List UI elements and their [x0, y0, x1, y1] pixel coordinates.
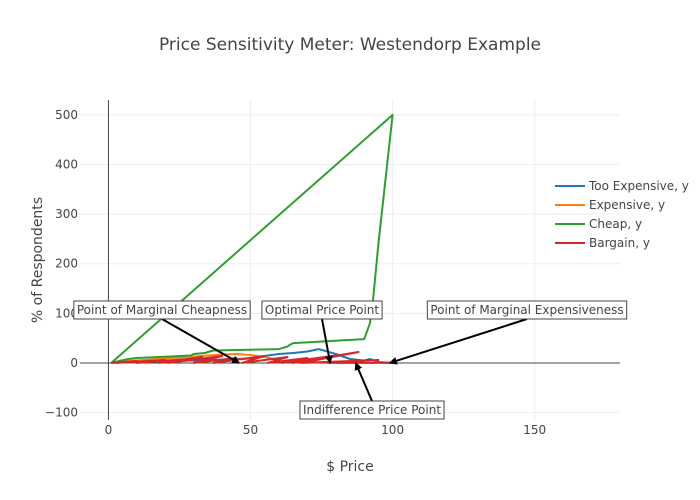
annotation-label: Point of Marginal Cheapness [77, 303, 247, 317]
legend-item-too-expensive-y[interactable]: Too Expensive, y [555, 179, 689, 193]
annotation-layer: Point of Marginal Cheapness Optimal Price… [73, 300, 628, 420]
x-tick-label: 50 [243, 423, 258, 437]
annotation-arrow [321, 318, 333, 364]
series-layer [110, 113, 394, 364]
annotation-label: Indifference Price Point [303, 403, 441, 417]
legend-item-cheap-y[interactable]: Cheap, y [555, 217, 642, 231]
y-axis-title: % of Respondents [30, 197, 46, 323]
x-tick-label: 100 [381, 423, 404, 437]
annotation-box [261, 300, 383, 320]
y-tick-label: 400 [55, 157, 78, 171]
legend[interactable]: Too Expensive, y Expensive, y Cheap, y Barg… [555, 179, 689, 250]
annotation: Point of Marginal Cheapness [73, 300, 251, 364]
y-tick-label: 100 [55, 306, 78, 320]
annotation-arrow [388, 318, 528, 365]
annotation-label: Optimal Price Point [265, 303, 379, 317]
annotation-box [299, 400, 445, 420]
y-tick-label: 200 [55, 257, 78, 271]
x-tick-label: 150 [523, 423, 546, 437]
legend-item-expensive-y[interactable]: Expensive, y [555, 198, 665, 212]
chart-title: Price Sensitivity Meter: Westendorp Exam… [159, 35, 541, 55]
y-tick-label: 0 [70, 356, 78, 370]
legend-label: Expensive, y [589, 198, 665, 212]
annotation-arrow [161, 318, 241, 364]
grid-layer [80, 100, 620, 420]
y-tick-label: −100 [45, 406, 78, 420]
annotation-label: Point of Marginal Expensiveness [430, 303, 623, 317]
x-axis-title: $ Price [326, 459, 374, 475]
y-tick-label: 300 [55, 207, 78, 221]
series-line-cheap-y [110, 113, 394, 364]
legend-label: Cheap, y [589, 217, 642, 231]
annotation-box [426, 300, 628, 320]
annotation-box [73, 300, 251, 320]
legend-label: Too Expensive, y [588, 179, 689, 193]
annotation: Indifference Price Point [299, 362, 445, 420]
annotation: Point of Marginal Expensiveness [388, 300, 628, 365]
legend-item-bargain-y[interactable]: Bargain, y [555, 236, 650, 250]
annotation-arrow [354, 362, 373, 402]
x-tick-label: 0 [105, 423, 113, 437]
axis-layer: 0 50 100 150 −100 0 100 200 300 400 500 [45, 100, 620, 437]
legend-label: Bargain, y [589, 236, 650, 250]
y-tick-label: 500 [55, 108, 78, 122]
annotation: Optimal Price Point [261, 300, 383, 364]
